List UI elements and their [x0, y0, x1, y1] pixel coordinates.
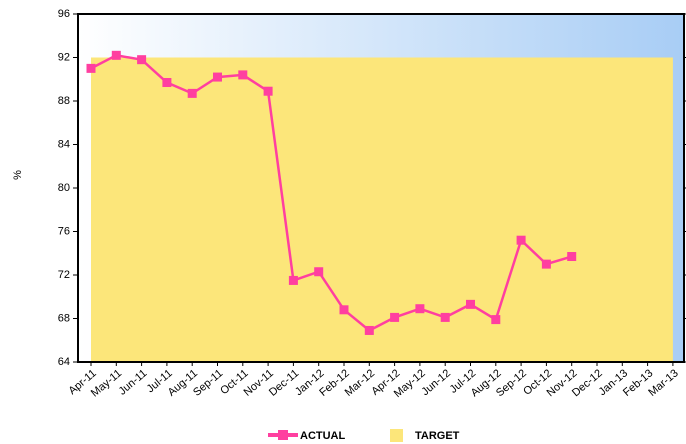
legend-actual-label: ACTUAL [300, 430, 345, 442]
x-tick-label: Jun-11 [117, 367, 150, 397]
actual-marker [466, 299, 475, 309]
y-tick-label: 68 [58, 312, 70, 324]
actual-marker [187, 88, 197, 98]
actual-marker [238, 70, 248, 80]
actual-marker [213, 72, 222, 82]
actual-marker [111, 50, 121, 60]
target-area [91, 57, 673, 362]
x-tick-label: Jun-12 [420, 367, 453, 398]
y-tick-label: 72 [58, 269, 70, 281]
legend-target-swatch [390, 429, 403, 442]
actual-marker [567, 252, 577, 262]
actual-marker [516, 235, 526, 245]
actual-marker [86, 63, 96, 73]
actual-marker [162, 78, 172, 88]
y-axis-label: % [12, 170, 24, 180]
actual-marker [288, 275, 298, 285]
actual-marker [364, 325, 374, 335]
actual-marker [415, 304, 425, 314]
actual-marker [440, 312, 450, 322]
actual-marker [137, 55, 147, 65]
actual-marker [339, 305, 349, 315]
y-tick-label: 84 [58, 138, 70, 150]
y-tick-label: 88 [58, 95, 70, 107]
y-tick-label: 80 [58, 182, 70, 194]
y-tick-label: 92 [58, 51, 70, 63]
actual-marker [390, 312, 400, 322]
y-tick-label: 96 [58, 8, 70, 20]
plot-border [77, 13, 685, 363]
legend-target-label: TARGET [415, 430, 460, 442]
y-tick-label: 76 [58, 225, 70, 237]
actual-marker [314, 267, 324, 277]
y-tick-label: 64 [58, 356, 70, 368]
actual-marker [263, 86, 273, 96]
actual-marker [491, 315, 501, 325]
actual-marker [541, 259, 551, 269]
legend-actual-marker [278, 430, 288, 440]
